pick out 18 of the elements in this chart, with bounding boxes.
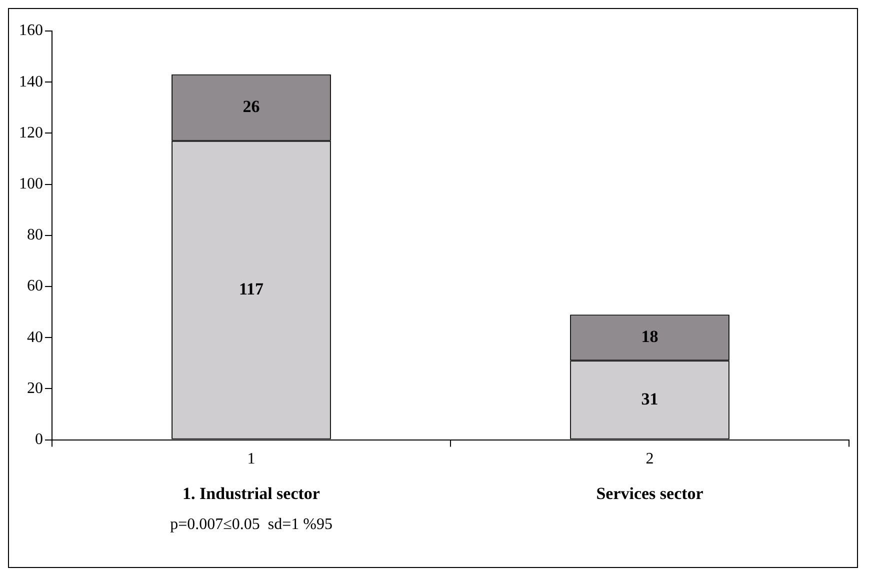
y-tick-label: 0 [35,431,43,448]
x-tick-label: 2 [646,450,654,468]
text: 1. Industrial sector [182,484,320,504]
y-tick-label: 20 [27,380,43,397]
y-tick-label: 60 [27,278,43,295]
data-label: 117 [238,279,264,298]
data-label: 31 [641,389,658,408]
x-tick-label: 1 [247,450,256,468]
text: p=0.007≤0.05 sd=1 %95 [170,516,332,534]
data-label: 26 [242,97,260,116]
y-tick-label: 100 [19,176,43,193]
y-tick-label: 140 [19,73,43,90]
y-tick-label: 160 [19,22,43,40]
text: Services sector [596,484,704,504]
y-tick-label: 80 [27,226,43,244]
y-tick-label: 40 [27,328,43,346]
y-tick-label: 120 [19,124,43,142]
data-label: 18 [641,326,658,346]
